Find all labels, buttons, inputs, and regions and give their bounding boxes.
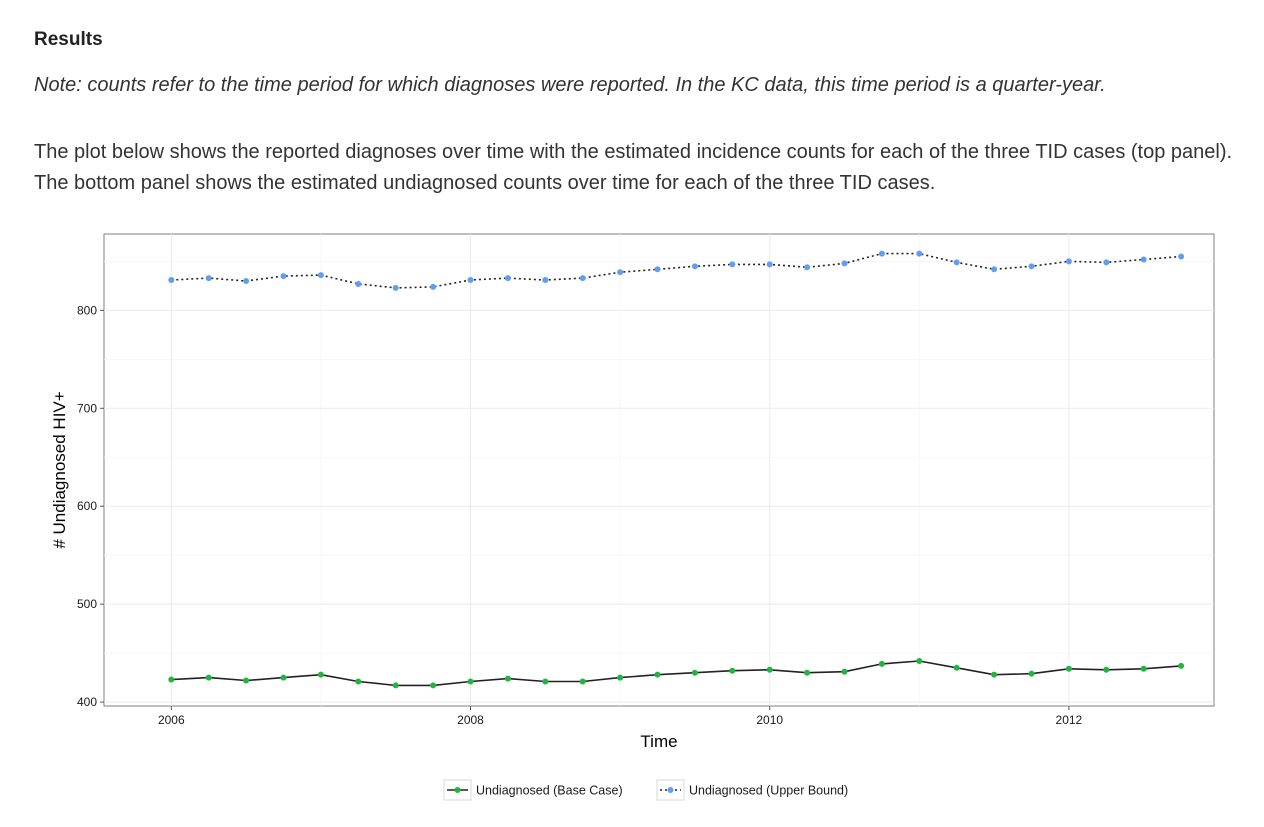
- y-tick-label: 700: [77, 401, 97, 415]
- series-2-point: [467, 277, 474, 284]
- series-1-point: [991, 671, 998, 678]
- undiagnosed-chart: 2006 2008 2010 2012 400 500 600 700 800 Time # U…: [50, 233, 1215, 801]
- series-2-point: [654, 266, 661, 273]
- legend-key-point: [667, 787, 674, 793]
- series-2-point: [1065, 258, 1072, 265]
- series-2-point: [953, 259, 960, 266]
- series-1-point: [804, 669, 811, 676]
- series-1-point: [1140, 665, 1147, 672]
- series-1-point: [467, 678, 474, 685]
- series-2-point: [878, 250, 885, 257]
- series-2-point: [542, 277, 549, 284]
- series-2-point: [991, 266, 998, 273]
- x-tick-label: 2012: [1056, 713, 1083, 727]
- series-1-point: [280, 674, 287, 681]
- series-2-point: [691, 263, 698, 270]
- axis-ticks: 2006 2008 2010 2012 400 500 600 700 800: [77, 303, 1083, 727]
- y-tick-label: 600: [77, 499, 97, 513]
- series-1-point: [617, 674, 624, 681]
- series-2-point: [280, 273, 287, 280]
- series-1-point: [953, 664, 960, 671]
- series-1-point: [243, 677, 250, 684]
- series-2-point: [729, 261, 736, 268]
- series-2-point: [1028, 263, 1035, 270]
- series-2-point: [1178, 253, 1185, 260]
- y-axis-title: # Undiagnosed HIV+: [50, 391, 69, 548]
- x-tick-label: 2008: [457, 713, 484, 727]
- grid-lines: [104, 234, 1214, 706]
- series-1-point: [355, 678, 362, 685]
- legend-key-point: [454, 787, 461, 793]
- series-1-point: [542, 678, 549, 685]
- series-2-point: [243, 278, 250, 285]
- series-2-point: [355, 280, 362, 287]
- legend-label-2: Undiagnosed (Upper Bound): [689, 784, 848, 798]
- series-2-point: [1140, 256, 1147, 263]
- x-axis-title: Time: [640, 732, 677, 751]
- series-line-1: [171, 660, 1182, 687]
- legend: Undiagnosed (Base Case) Undiagnosed (Uppe…: [443, 779, 848, 801]
- series-1-point: [729, 667, 736, 674]
- y-tick-label: 500: [77, 597, 97, 611]
- series-1-point: [1065, 665, 1072, 672]
- plot-panel: [103, 233, 1215, 707]
- series-2-point: [841, 260, 848, 267]
- description-paragraph: The plot below shows the reported diagno…: [34, 141, 1233, 194]
- series-2-point: [916, 250, 923, 257]
- series-layer: [168, 250, 1185, 689]
- series-2-point: [205, 275, 212, 282]
- series-1-point: [579, 678, 586, 685]
- series-1-point: [766, 666, 773, 673]
- x-tick-label: 2010: [756, 713, 783, 727]
- series-1-point: [392, 682, 399, 689]
- series-2-point: [579, 275, 586, 282]
- series-2-point: [617, 269, 624, 276]
- series-2-point: [766, 261, 773, 268]
- series-1-point: [205, 674, 212, 681]
- series-1-point: [317, 671, 324, 678]
- y-tick-label: 800: [77, 303, 97, 317]
- series-2-point: [392, 284, 399, 291]
- series-2-point: [504, 275, 511, 282]
- series-1-point: [430, 682, 437, 689]
- series-1-point: [1178, 662, 1185, 669]
- series-1-point: [1103, 666, 1110, 673]
- series-2-point: [317, 272, 324, 279]
- y-tick-label: 400: [77, 695, 97, 709]
- series-1-point: [878, 660, 885, 667]
- series-1-point: [168, 676, 175, 683]
- series-1-point: [654, 671, 661, 678]
- series-1-point: [504, 675, 511, 682]
- series-2-point: [1103, 259, 1110, 266]
- series-2-point: [430, 283, 437, 290]
- series-2-point: [804, 264, 811, 271]
- note-text: Note: counts refer to the time period fo…: [34, 74, 1106, 96]
- series-1-point: [916, 657, 923, 664]
- series-1-point: [1028, 670, 1035, 677]
- legend-label-1: Undiagnosed (Base Case): [476, 784, 623, 798]
- series-2-point: [168, 277, 175, 284]
- series-1-point: [691, 669, 698, 676]
- x-tick-label: 2006: [158, 713, 185, 727]
- section-heading: Results: [34, 29, 103, 50]
- series-1-point: [841, 668, 848, 675]
